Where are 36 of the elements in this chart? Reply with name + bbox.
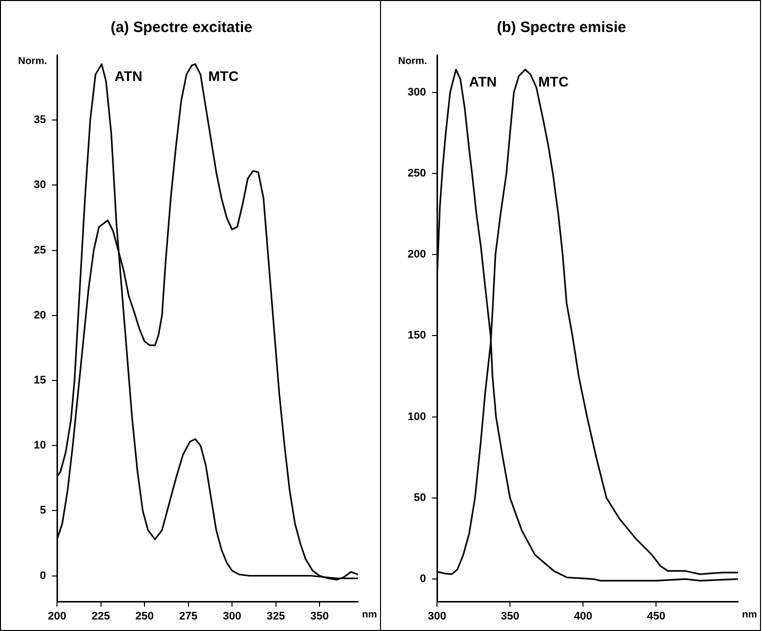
x-tick-label: 300 xyxy=(222,610,242,622)
y-tick-label: 30 xyxy=(34,179,46,192)
y-tick-label: 15 xyxy=(34,374,46,387)
y-tick-label: 0 xyxy=(420,573,426,586)
x-tick-label: 225 xyxy=(92,610,110,622)
chart-title: (a) Spectre excitatie xyxy=(110,19,252,36)
x-tick-label: 350 xyxy=(310,610,329,622)
y-tick-label: 0 xyxy=(40,570,46,582)
y-tick-label: 50 xyxy=(414,492,426,504)
y-tick-label: 25 xyxy=(34,244,46,256)
x-tick-label: 300 xyxy=(428,610,446,622)
x-axis-title: nm xyxy=(362,610,378,621)
x-tick-label: 250 xyxy=(135,610,154,622)
y-tick-label: 200 xyxy=(408,248,426,261)
series-label: ATN xyxy=(114,68,142,84)
y-tick-label: 20 xyxy=(34,309,46,322)
chart-title: (b) Spectre emisie xyxy=(496,19,626,36)
x-axis-title: nm xyxy=(742,610,758,621)
y-tick-label: 150 xyxy=(408,330,426,342)
x-tick-label: 350 xyxy=(500,610,520,622)
y-tick-label: 300 xyxy=(408,86,426,98)
x-tick-label: 200 xyxy=(48,610,66,622)
y-axis-title: Norm. xyxy=(398,56,428,67)
y-tick-label: 35 xyxy=(34,114,46,126)
series-label: MTC xyxy=(208,68,239,84)
x-tick-label: 325 xyxy=(266,610,285,622)
x-tick-label: 400 xyxy=(574,610,592,622)
y-tick-label: 100 xyxy=(408,410,426,423)
y-tick-label: 10 xyxy=(34,440,46,452)
y-tick-label: 5 xyxy=(40,504,46,517)
y-tick-label: 250 xyxy=(408,167,426,180)
y-axis-title: Norm. xyxy=(18,56,48,67)
x-tick-label: 450 xyxy=(646,610,666,622)
x-tick-label: 275 xyxy=(179,610,198,622)
series-label: ATN xyxy=(468,73,497,90)
series-label: MTC xyxy=(538,73,569,90)
